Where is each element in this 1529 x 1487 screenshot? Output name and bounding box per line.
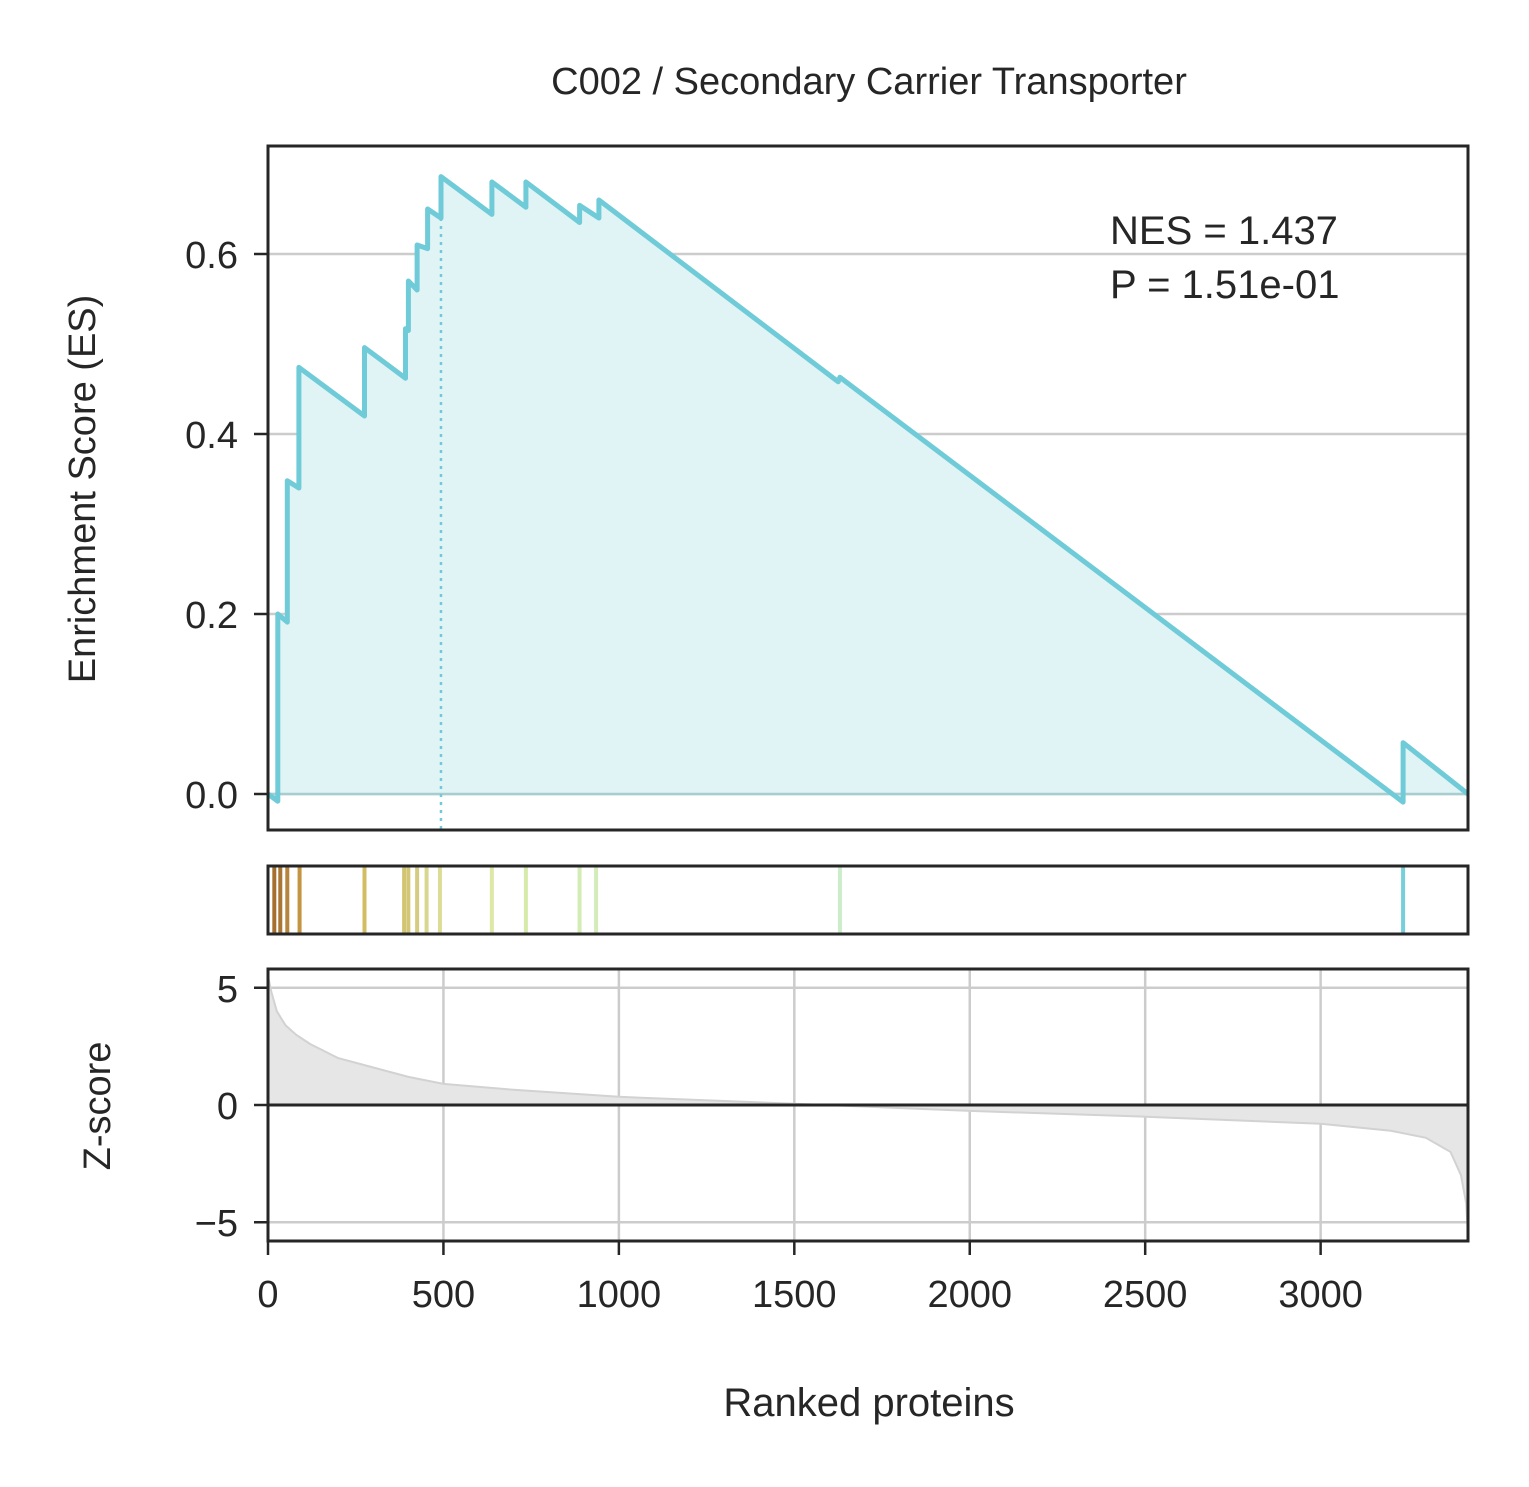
es-y-tick-label: 0.4 xyxy=(185,415,238,457)
hit-lines xyxy=(272,866,1406,934)
es-panel-frame xyxy=(266,144,1470,832)
es-y-tick-label: 0.6 xyxy=(185,235,238,277)
zscore-y-axis-label: Z-score xyxy=(77,1042,119,1171)
zscore-y-ticks: 5 0 −5 xyxy=(195,969,268,1245)
es-running-sum-line xyxy=(266,174,1470,805)
zscore-y-tick-label: −5 xyxy=(195,1203,238,1245)
hits-panel-frame xyxy=(266,864,1470,936)
hits-panel xyxy=(266,864,1470,936)
es-panel: 0.0 0.2 0.4 0.6 NES = 1.437 P = 1.51e-01 En… xyxy=(62,144,1470,832)
x-tick-label: 2500 xyxy=(1103,1274,1188,1316)
pvalue-annotation: P = 1.51e-01 xyxy=(1110,263,1339,307)
es-y-tick-label: 0.2 xyxy=(185,595,238,637)
x-tick-label: 1500 xyxy=(752,1274,837,1316)
x-axis-ticks: 0 500 1000 1500 2000 2500 3000 xyxy=(257,1241,1363,1316)
zscore-line xyxy=(267,975,1469,1237)
es-y-ticks: 0.0 0.2 0.4 0.6 xyxy=(185,235,268,817)
x-tick-label: 0 xyxy=(257,1274,278,1316)
es-area-fill xyxy=(268,176,1468,803)
zscore-y-tick-label: 0 xyxy=(217,1086,238,1128)
zscore-panel-frame xyxy=(266,967,1470,1243)
es-y-axis-label: Enrichment Score (ES) xyxy=(62,295,104,684)
x-tick-label: 3000 xyxy=(1278,1274,1363,1316)
x-tick-label: 1000 xyxy=(577,1274,662,1316)
zscore-panel: 5 0 −5 0 500 1000 1500 2000 2500 3000 Z-score Ra… xyxy=(77,967,1470,1425)
nes-annotation: NES = 1.437 xyxy=(1110,209,1338,253)
chart-title: C002 / Secondary Carrier Transporter xyxy=(551,61,1187,103)
x-tick-label: 2000 xyxy=(927,1274,1012,1316)
zscore-y-tick-label: 5 xyxy=(217,969,238,1011)
x-tick-label: 500 xyxy=(412,1274,475,1316)
x-axis-label: Ranked proteins xyxy=(723,1381,1014,1425)
es-y-tick-label: 0.0 xyxy=(185,775,238,817)
